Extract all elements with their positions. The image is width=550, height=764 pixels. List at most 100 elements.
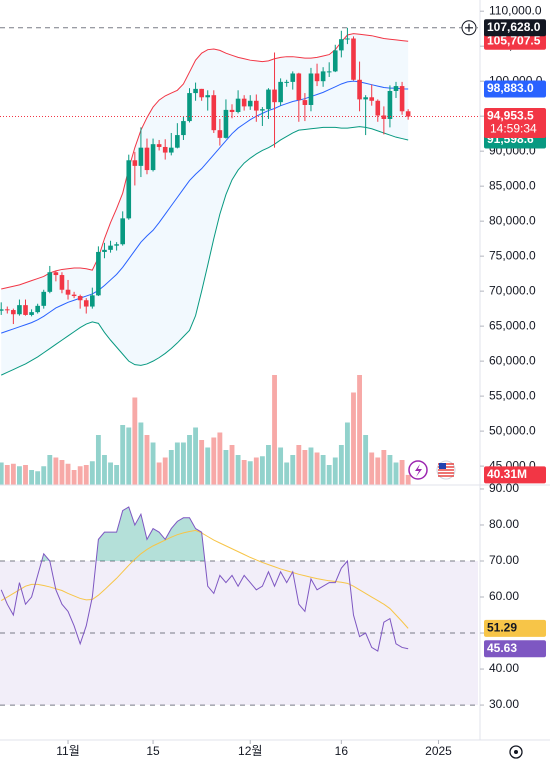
volume-bar bbox=[405, 474, 411, 485]
candle-body bbox=[345, 38, 350, 40]
volume-bar bbox=[10, 463, 16, 485]
candle-body bbox=[132, 160, 138, 166]
candle-body bbox=[102, 249, 107, 252]
volume-bar bbox=[53, 457, 59, 485]
candle-body bbox=[168, 147, 174, 153]
volume-bar bbox=[235, 455, 241, 485]
volume-bar bbox=[4, 465, 10, 485]
volume-bar bbox=[302, 450, 308, 485]
settings-icon-dot bbox=[514, 750, 518, 754]
candle-body bbox=[229, 109, 235, 112]
candle-body bbox=[47, 272, 53, 292]
volume-bar bbox=[150, 442, 156, 485]
flag-canton bbox=[439, 463, 446, 469]
x-tick-label: 16 bbox=[335, 744, 349, 758]
rsi-y-tick-label: 30.00 bbox=[489, 697, 519, 711]
y-tick-label: 80,000.0 bbox=[489, 213, 536, 227]
candle-body bbox=[77, 296, 83, 301]
candle-body bbox=[308, 73, 314, 105]
y-tick-label: 70,000.0 bbox=[489, 283, 536, 297]
candle-body bbox=[114, 244, 119, 246]
candle-body bbox=[314, 73, 320, 82]
volume-bar bbox=[83, 465, 89, 485]
volume-bar bbox=[114, 465, 120, 485]
volume-bar bbox=[314, 452, 320, 485]
rsi-line bbox=[0, 506, 409, 652]
candle-body bbox=[138, 147, 144, 166]
volume-bar bbox=[259, 456, 265, 485]
price-tag: 94,953.5 bbox=[487, 109, 534, 123]
candle-body bbox=[302, 100, 308, 105]
volume-bar bbox=[95, 435, 101, 485]
volume-bar bbox=[284, 462, 290, 485]
candle-body bbox=[296, 73, 302, 101]
volume-bar bbox=[320, 455, 326, 485]
candle-body bbox=[17, 305, 22, 315]
volume-bar bbox=[120, 425, 126, 485]
rsi-overbought-fill bbox=[41, 506, 205, 561]
price-pane bbox=[0, 27, 411, 485]
candle-body bbox=[393, 86, 399, 91]
volume-bar bbox=[102, 455, 107, 485]
price-tag-bg bbox=[484, 108, 546, 139]
volume-bar bbox=[162, 457, 168, 485]
candle-body bbox=[326, 71, 332, 73]
candle-body bbox=[59, 275, 65, 290]
y-tick-label: 85,000.0 bbox=[489, 178, 536, 192]
volume-bar bbox=[223, 450, 229, 485]
candle-body bbox=[284, 81, 289, 83]
band-lower bbox=[1, 126, 409, 376]
y-tick-label: 50,000.0 bbox=[489, 423, 536, 437]
volume-bar bbox=[344, 422, 350, 485]
candle-body bbox=[247, 100, 253, 107]
band-fill bbox=[1, 33, 409, 376]
y-tick-label: 110,000.0 bbox=[489, 3, 542, 17]
candle-body bbox=[35, 305, 40, 313]
candle-body bbox=[181, 121, 186, 136]
volume-tag: 40.31M bbox=[487, 467, 527, 481]
volume-tag-bg bbox=[484, 466, 546, 484]
middle-band-tag: 98,883.0 bbox=[487, 81, 534, 95]
volume-bar bbox=[308, 447, 314, 485]
upper-band-tag-bg bbox=[484, 32, 546, 50]
candle-body bbox=[120, 218, 125, 245]
rsi-ma-line bbox=[0, 529, 409, 629]
candle-body bbox=[41, 291, 47, 306]
volume-bar bbox=[89, 461, 95, 485]
high-tag: 107,628.0 bbox=[487, 20, 541, 34]
volume-bar bbox=[393, 462, 399, 485]
volume-bar bbox=[205, 447, 211, 485]
volume-bar bbox=[65, 463, 71, 485]
volume-bar bbox=[326, 465, 332, 485]
volume-bar bbox=[132, 397, 138, 485]
rsi-tag-bg bbox=[484, 640, 546, 658]
volume-bar bbox=[211, 437, 217, 485]
volume-bar bbox=[41, 466, 47, 485]
volume-bar bbox=[199, 440, 205, 485]
candle-body bbox=[363, 97, 368, 100]
y-tick-label: 60,000.0 bbox=[489, 353, 536, 367]
candle-body bbox=[71, 294, 77, 297]
band-middle bbox=[1, 80, 409, 334]
candle-body bbox=[11, 310, 16, 315]
settings-icon[interactable] bbox=[509, 745, 523, 759]
rsi-y-tick-label: 70.00 bbox=[489, 553, 519, 567]
candle-body bbox=[23, 305, 28, 315]
candle-body bbox=[278, 81, 283, 103]
rsi-y-tick-label: 60.00 bbox=[489, 589, 519, 603]
x-tick-label: 2025 bbox=[425, 744, 452, 758]
candle-body bbox=[4, 309, 10, 311]
volume-bar bbox=[272, 375, 277, 485]
candle-body bbox=[0, 309, 4, 311]
countdown: 14:59:34 bbox=[490, 122, 537, 136]
volume-bar bbox=[253, 457, 259, 485]
volume-bar bbox=[168, 450, 174, 485]
middle-band-tag-bg bbox=[484, 80, 546, 98]
candle-body bbox=[223, 109, 229, 138]
candle-body bbox=[65, 289, 71, 295]
volume-bar bbox=[0, 462, 4, 485]
candle-body bbox=[193, 88, 198, 94]
volume-bar bbox=[156, 462, 162, 485]
candle-body bbox=[272, 89, 277, 103]
